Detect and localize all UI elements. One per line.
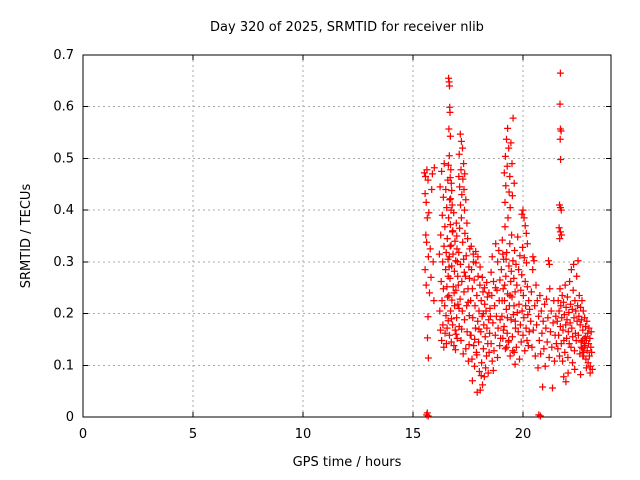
- x-tick-label: 10: [295, 427, 312, 442]
- y-tick-label: 0.6: [53, 100, 74, 115]
- y-tick-label: 0.3: [53, 255, 74, 270]
- y-axis-label: SRMTID / TECUs: [19, 183, 34, 289]
- x-tick-label: 5: [189, 427, 197, 442]
- x-tick-label: 15: [405, 427, 422, 442]
- data-points: [420, 69, 596, 420]
- y-tick-label: 0.4: [53, 203, 74, 218]
- y-tick-label: 0: [66, 410, 74, 425]
- y-tick-label: 0.7: [53, 48, 74, 63]
- y-tick-label: 0.1: [53, 358, 74, 373]
- x-tick-label: 20: [515, 427, 532, 442]
- chart-title: Day 320 of 2025, SRMTID for receiver nli…: [210, 20, 484, 35]
- x-axis-label: GPS time / hours: [292, 455, 402, 470]
- y-tick-label: 0.5: [53, 151, 74, 166]
- plot-frame: [82, 54, 612, 418]
- x-tick-label: 0: [79, 427, 87, 442]
- y-tick-label: 0.2: [53, 307, 74, 322]
